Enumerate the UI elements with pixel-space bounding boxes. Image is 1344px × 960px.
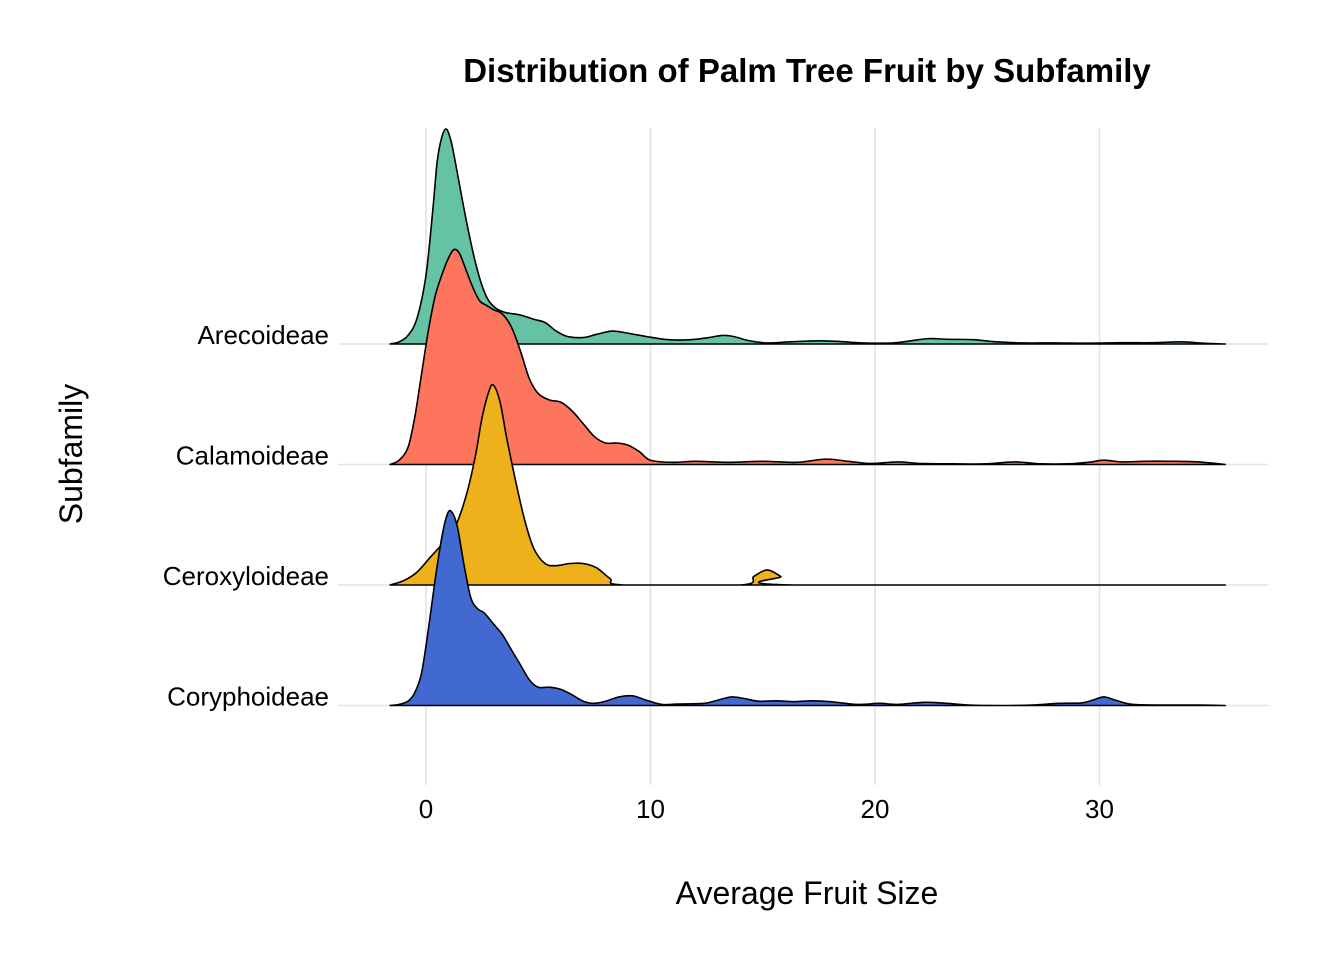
ridge-calamoideae [389, 248, 1227, 466]
y-tick-labels: Arecoideae Calamoideae Ceroxyloideae Coryph… [163, 320, 329, 712]
x-tick-label: 10 [636, 794, 665, 824]
x-tick-label: 30 [1085, 794, 1114, 824]
x-tick-labels: 0 10 20 30 [419, 794, 1114, 824]
y-tick-label: Arecoideae [197, 320, 329, 350]
x-tick-label: 0 [419, 794, 433, 824]
y-tick-label: Ceroxyloideae [163, 561, 329, 591]
y-tick-label: Calamoideae [176, 441, 329, 471]
ridges [389, 128, 1227, 707]
y-tick-label: Coryphoideae [167, 682, 329, 712]
x-axis-title: Average Fruit Size [676, 875, 939, 911]
ridge-coryphoideae [389, 509, 1227, 707]
x-tick-label: 20 [861, 794, 890, 824]
y-axis-title: Subfamily [53, 384, 89, 525]
chart-title: Distribution of Palm Tree Fruit by Subfa… [463, 52, 1151, 89]
